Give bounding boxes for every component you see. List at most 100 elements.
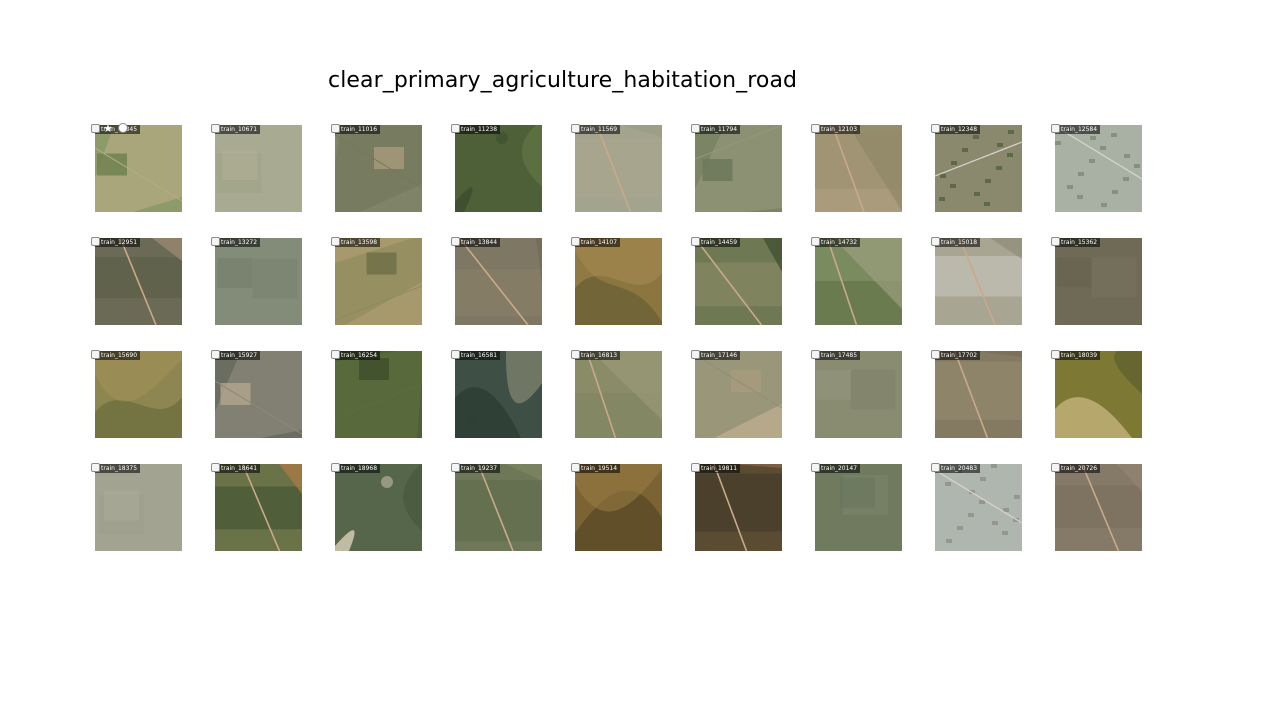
tile-label: train_20147 xyxy=(815,464,861,473)
select-checkbox[interactable] xyxy=(331,124,340,133)
select-checkbox[interactable] xyxy=(331,237,340,246)
image-tile[interactable]: train_15690 xyxy=(95,351,182,438)
image-tile[interactable]: train_20147 xyxy=(815,464,902,551)
satellite-thumbnail xyxy=(575,464,662,551)
select-checkbox[interactable] xyxy=(451,350,460,359)
select-checkbox[interactable] xyxy=(211,463,220,472)
image-tile[interactable]: train_12951 xyxy=(95,238,182,325)
image-tile[interactable]: train_19514 xyxy=(575,464,662,551)
select-checkbox[interactable] xyxy=(211,237,220,246)
image-tile[interactable]: train_15018 xyxy=(935,238,1022,325)
select-checkbox[interactable] xyxy=(691,350,700,359)
satellite-thumbnail xyxy=(935,125,1022,212)
select-checkbox[interactable] xyxy=(931,463,940,472)
select-checkbox[interactable] xyxy=(211,350,220,359)
image-tile[interactable]: train_10345 xyxy=(95,125,182,212)
tile-label: train_18375 xyxy=(95,464,141,473)
satellite-thumbnail xyxy=(695,125,782,212)
image-tile[interactable]: train_17485 xyxy=(815,351,902,438)
select-checkbox[interactable] xyxy=(811,350,820,359)
radio-icon[interactable] xyxy=(118,123,128,133)
select-checkbox[interactable] xyxy=(451,463,460,472)
image-tile[interactable]: train_13844 xyxy=(455,238,542,325)
satellite-thumbnail xyxy=(455,125,542,212)
select-checkbox[interactable] xyxy=(691,124,700,133)
select-checkbox[interactable] xyxy=(811,463,820,472)
image-tile[interactable]: train_14459 xyxy=(695,238,782,325)
select-checkbox[interactable] xyxy=(811,237,820,246)
tile-label: train_15690 xyxy=(95,351,141,360)
satellite-thumbnail xyxy=(1055,238,1142,325)
satellite-thumbnail xyxy=(335,125,422,212)
select-checkbox[interactable] xyxy=(571,124,580,133)
tile-label: train_14459 xyxy=(695,238,741,247)
image-tile[interactable]: train_14732 xyxy=(815,238,902,325)
image-tile[interactable]: train_18968 xyxy=(335,464,422,551)
satellite-thumbnail xyxy=(95,464,182,551)
image-tile[interactable]: train_19811 xyxy=(695,464,782,551)
select-checkbox[interactable] xyxy=(91,350,100,359)
select-checkbox[interactable] xyxy=(571,350,580,359)
select-checkbox[interactable] xyxy=(931,237,940,246)
satellite-thumbnail xyxy=(815,351,902,438)
select-checkbox[interactable] xyxy=(1051,124,1060,133)
select-checkbox[interactable] xyxy=(931,350,940,359)
image-tile[interactable]: train_18039 xyxy=(1055,351,1142,438)
satellite-thumbnail xyxy=(95,351,182,438)
select-checkbox[interactable] xyxy=(331,463,340,472)
tile-label: train_12951 xyxy=(95,238,141,247)
image-tile[interactable]: train_16581 xyxy=(455,351,542,438)
image-tile[interactable]: train_18375 xyxy=(95,464,182,551)
image-tile[interactable]: train_11238 xyxy=(455,125,542,212)
tile-label: train_19514 xyxy=(575,464,621,473)
select-checkbox[interactable] xyxy=(451,237,460,246)
tile-label: train_15362 xyxy=(1055,238,1101,247)
satellite-thumbnail xyxy=(335,464,422,551)
image-tile[interactable]: train_16254 xyxy=(335,351,422,438)
image-tile[interactable]: train_16813 xyxy=(575,351,662,438)
select-checkbox[interactable] xyxy=(91,237,100,246)
tile-label: train_11238 xyxy=(455,125,501,134)
image-tile[interactable]: train_20726 xyxy=(1055,464,1142,551)
image-tile[interactable]: train_10671 xyxy=(215,125,302,212)
tile-label: train_16581 xyxy=(455,351,501,360)
satellite-thumbnail xyxy=(815,464,902,551)
select-checkbox[interactable] xyxy=(691,237,700,246)
satellite-thumbnail xyxy=(215,351,302,438)
satellite-thumbnail xyxy=(815,125,902,212)
select-checkbox[interactable] xyxy=(1051,350,1060,359)
image-tile[interactable]: train_19237 xyxy=(455,464,542,551)
image-tile[interactable]: train_17146 xyxy=(695,351,782,438)
image-tile[interactable]: train_20483 xyxy=(935,464,1022,551)
select-checkbox[interactable] xyxy=(451,124,460,133)
select-checkbox[interactable] xyxy=(931,124,940,133)
image-tile[interactable]: train_18641 xyxy=(215,464,302,551)
image-tile[interactable]: train_12103 xyxy=(815,125,902,212)
select-checkbox[interactable] xyxy=(691,463,700,472)
select-checkbox[interactable] xyxy=(1051,463,1060,472)
image-tile[interactable]: train_14107 xyxy=(575,238,662,325)
image-tile[interactable]: train_13272 xyxy=(215,238,302,325)
select-checkbox[interactable] xyxy=(211,124,220,133)
select-checkbox[interactable] xyxy=(91,463,100,472)
image-tile[interactable]: train_13598 xyxy=(335,238,422,325)
image-tile[interactable]: train_11016 xyxy=(335,125,422,212)
select-checkbox[interactable] xyxy=(91,124,100,133)
satellite-thumbnail xyxy=(95,238,182,325)
select-checkbox[interactable] xyxy=(1051,237,1060,246)
image-tile[interactable]: train_15362 xyxy=(1055,238,1142,325)
image-tile[interactable]: train_11794 xyxy=(695,125,782,212)
select-checkbox[interactable] xyxy=(571,237,580,246)
tile-label: train_20483 xyxy=(935,464,981,473)
image-tile[interactable]: train_11569 xyxy=(575,125,662,212)
image-tile[interactable]: train_12584 xyxy=(1055,125,1142,212)
tile-label: train_12348 xyxy=(935,125,981,134)
satellite-thumbnail xyxy=(1055,125,1142,212)
star-icon[interactable]: ★ xyxy=(103,122,113,135)
image-tile[interactable]: train_15927 xyxy=(215,351,302,438)
select-checkbox[interactable] xyxy=(331,350,340,359)
image-tile[interactable]: train_12348 xyxy=(935,125,1022,212)
select-checkbox[interactable] xyxy=(811,124,820,133)
image-tile[interactable]: train_17702 xyxy=(935,351,1022,438)
select-checkbox[interactable] xyxy=(571,463,580,472)
